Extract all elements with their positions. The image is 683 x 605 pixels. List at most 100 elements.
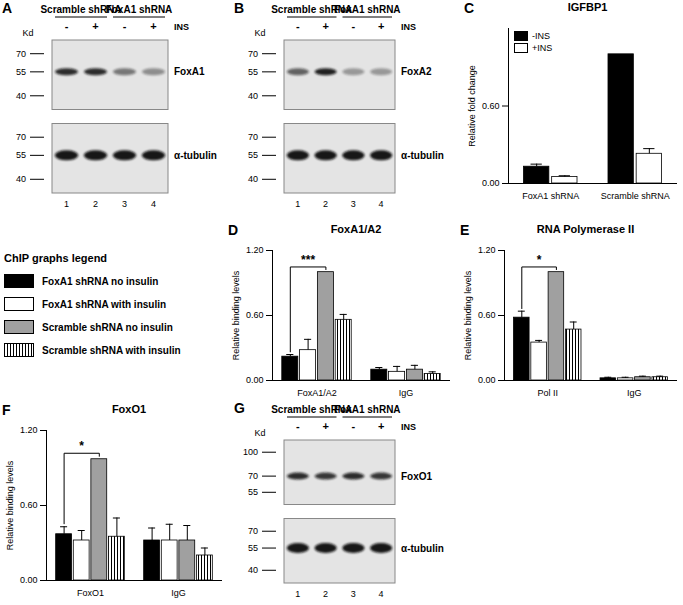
svg-text:0.60: 0.60 — [20, 500, 38, 510]
html-text:B: B — [234, 0, 245, 16]
svg-text:70: 70 — [16, 49, 26, 59]
svg-text:70: 70 — [248, 526, 258, 536]
svg-text:Relative binding levels: Relative binding levels — [5, 460, 15, 550]
svg-text:55: 55 — [248, 487, 258, 497]
svg-text:***: *** — [301, 253, 315, 267]
svg-text:0.00: 0.00 — [246, 375, 264, 385]
svg-text:*: * — [537, 253, 542, 267]
html-text:FoxO1: FoxO1 — [111, 403, 147, 415]
svg-text:3: 3 — [122, 199, 127, 209]
svg-text:100: 100 — [243, 447, 258, 457]
svg-text:0.00: 0.00 — [482, 178, 500, 188]
svg-text:1.20: 1.20 — [20, 425, 38, 435]
html-text:Scramble shRNA no insulin: Scramble shRNA no insulin — [42, 321, 173, 333]
svg-text:2: 2 — [93, 199, 98, 209]
html-text:Scramble shRNA with insulin: Scramble shRNA with insulin — [42, 344, 181, 356]
svg-text:1: 1 — [295, 589, 300, 599]
svg-text:1: 1 — [64, 199, 69, 209]
svg-text:1: 1 — [295, 199, 300, 209]
svg-text:0.60: 0.60 — [246, 310, 264, 320]
html-text:RNA Polymerase II: RNA Polymerase II — [536, 223, 635, 235]
html-text:FoxA1/A2: FoxA1/A2 — [330, 223, 382, 235]
svg-text:4: 4 — [379, 199, 384, 209]
svg-text:IgG: IgG — [171, 588, 186, 598]
svg-text:0.60: 0.60 — [482, 101, 500, 111]
svg-text:Scramble shRNA: Scramble shRNA — [271, 404, 353, 415]
svg-text:-: - — [296, 20, 300, 32]
svg-text:FoxA1 shRNA: FoxA1 shRNA — [522, 191, 579, 201]
svg-text:4: 4 — [151, 199, 156, 209]
svg-text:55: 55 — [248, 67, 258, 77]
svg-text:Relative binding levels: Relative binding levels — [231, 270, 241, 360]
svg-text:70: 70 — [248, 471, 258, 481]
svg-text:-: - — [123, 20, 127, 32]
svg-text:Kd: Kd — [22, 28, 33, 38]
html-text:D: D — [228, 222, 239, 238]
svg-text:FoxA1: FoxA1 — [174, 66, 205, 77]
svg-text:Scramble shRNA: Scramble shRNA — [601, 191, 670, 201]
svg-text:40: 40 — [248, 91, 258, 101]
svg-text:FoxA2: FoxA2 — [401, 66, 432, 77]
svg-text:FoxA1 shRNA: FoxA1 shRNA — [334, 4, 401, 15]
svg-text:Relative fold change: Relative fold change — [467, 65, 477, 147]
svg-text:2: 2 — [323, 199, 328, 209]
svg-text:70: 70 — [16, 132, 26, 142]
svg-text:INS: INS — [174, 22, 189, 32]
svg-text:40: 40 — [248, 174, 258, 184]
html-text:FoxA1 shRNA with insulin: FoxA1 shRNA with insulin — [42, 298, 167, 310]
svg-text:FoxA1 shRNA: FoxA1 shRNA — [334, 404, 401, 415]
svg-text:FoxO1: FoxO1 — [77, 588, 104, 598]
svg-text:70: 70 — [248, 132, 258, 142]
svg-text:INS: INS — [401, 422, 416, 432]
svg-text:Kd: Kd — [254, 28, 265, 38]
svg-text:2: 2 — [323, 589, 328, 599]
svg-text:3: 3 — [351, 199, 356, 209]
svg-text:*: * — [79, 439, 84, 453]
svg-text:+: + — [322, 420, 328, 432]
html-text:A: A — [2, 0, 13, 16]
svg-text:55: 55 — [248, 543, 258, 553]
svg-text:Relative binding levels: Relative binding levels — [463, 270, 473, 360]
svg-text:40: 40 — [248, 565, 258, 575]
svg-text:4: 4 — [379, 589, 384, 599]
html-text:IGFBP1: IGFBP1 — [567, 1, 608, 13]
html-text:ChIP graphs legend: ChIP graphs legend — [4, 252, 108, 264]
svg-text:+: + — [322, 20, 328, 32]
svg-text:IgG: IgG — [399, 388, 414, 398]
svg-text:70: 70 — [248, 49, 258, 59]
svg-text:IgG: IgG — [627, 388, 642, 398]
svg-text:+: + — [378, 420, 384, 432]
svg-text:1.20: 1.20 — [478, 245, 496, 255]
svg-text:+: + — [150, 20, 156, 32]
svg-text:FoxO1: FoxO1 — [401, 471, 433, 482]
svg-text:40: 40 — [16, 174, 26, 184]
html-text:FoxA1 shRNA no insulin: FoxA1 shRNA no insulin — [42, 275, 159, 287]
svg-text:0.00: 0.00 — [478, 375, 496, 385]
html-text:C: C — [464, 0, 475, 16]
svg-text:Pol II: Pol II — [537, 388, 558, 398]
svg-text:α-tubulin: α-tubulin — [401, 543, 444, 554]
svg-text:-: - — [296, 420, 300, 432]
html-text:G: G — [234, 400, 245, 416]
svg-text:Scramble shRNA: Scramble shRNA — [40, 4, 122, 15]
svg-text:FoxA1 shRNA: FoxA1 shRNA — [106, 4, 173, 15]
svg-text:55: 55 — [248, 150, 258, 160]
svg-text:55: 55 — [16, 67, 26, 77]
svg-text:3: 3 — [351, 589, 356, 599]
svg-text:α-tubulin: α-tubulin — [174, 150, 217, 161]
svg-text:FoxA1/A2: FoxA1/A2 — [297, 388, 337, 398]
svg-text:0.60: 0.60 — [478, 310, 496, 320]
svg-text:α-tubulin: α-tubulin — [401, 150, 444, 161]
svg-text:40: 40 — [16, 91, 26, 101]
svg-text:1.20: 1.20 — [246, 245, 264, 255]
svg-text:-: - — [352, 20, 356, 32]
svg-text:55: 55 — [16, 150, 26, 160]
svg-text:INS: INS — [401, 22, 416, 32]
svg-text:+: + — [378, 20, 384, 32]
svg-text:+: + — [92, 20, 98, 32]
svg-text:Kd: Kd — [254, 428, 265, 438]
svg-text:Scramble shRNA: Scramble shRNA — [271, 4, 353, 15]
svg-text:-: - — [352, 420, 356, 432]
svg-text:-: - — [65, 20, 69, 32]
svg-text:0.00: 0.00 — [20, 575, 38, 585]
